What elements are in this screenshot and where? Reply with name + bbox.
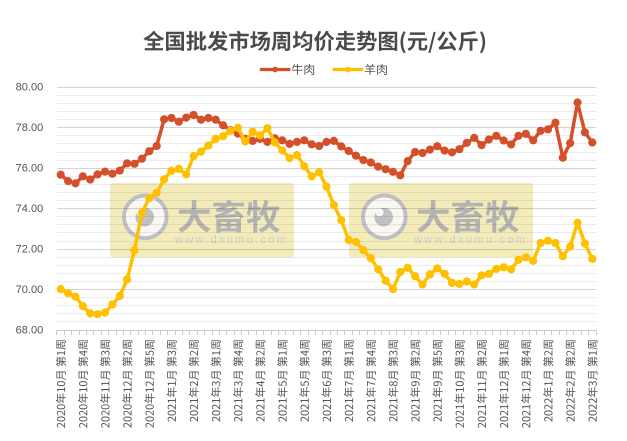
svg-text:74.00: 74.00 xyxy=(16,203,44,215)
svg-text:www.dxumu.com: www.dxumu.com xyxy=(413,234,527,246)
svg-text:70.00: 70.00 xyxy=(16,284,44,296)
svg-text:78.00: 78.00 xyxy=(16,122,44,134)
svg-text:76.00: 76.00 xyxy=(16,163,44,175)
svg-text:72.00: 72.00 xyxy=(16,244,44,256)
svg-text:80.00: 80.00 xyxy=(16,82,44,94)
svg-text:68.00: 68.00 xyxy=(16,324,44,336)
svg-text:www.dxumu.com: www.dxumu.com xyxy=(174,234,288,246)
